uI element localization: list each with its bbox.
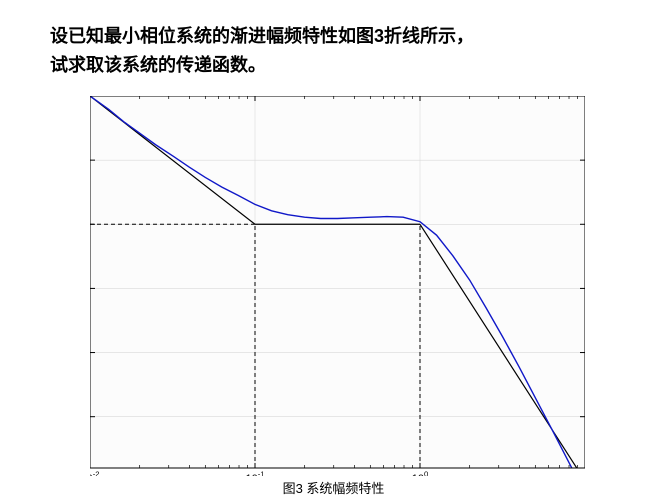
figure-caption: 图3 系统幅频特性 — [0, 478, 667, 497]
question-line-2: 试求取该系统的传递函数。 — [50, 55, 266, 75]
svg-text:100: 100 — [412, 470, 429, 477]
svg-text:10-2: 10-2 — [90, 470, 100, 477]
question-line-1: 设已知最小相位系统的渐进幅频特性如图3折线所示， — [50, 26, 474, 46]
svg-text:10-1: 10-1 — [245, 470, 264, 477]
chart-svg: -1001020304010-210-1100 — [90, 96, 585, 476]
caption-text: 图3 系统幅频特性 — [283, 481, 385, 496]
question-text: 设已知最小相位系统的渐进幅频特性如图3折线所示， 试求取该系统的传递函数。 — [50, 22, 610, 80]
bode-chart: -1001020304010-210-1100 — [90, 96, 585, 481]
